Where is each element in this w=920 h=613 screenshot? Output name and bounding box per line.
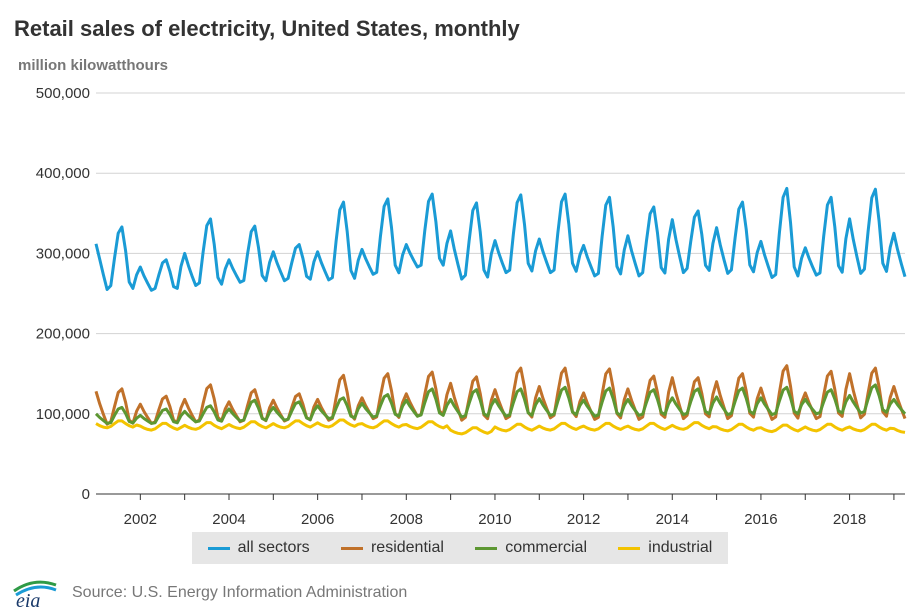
legend-swatch-residential — [340, 546, 363, 550]
legend-label-industrial: industrial — [648, 539, 713, 556]
legend-label-residential: residential — [370, 539, 444, 556]
x-tick-label: 2018 — [833, 511, 866, 528]
legend-swatch-commercial — [475, 546, 498, 550]
y-tick-label: 300,000 — [36, 245, 90, 262]
legend-swatch-industrial — [618, 546, 641, 550]
series-line-residential — [94, 364, 907, 426]
source-note: Source: U.S. Energy Information Administ… — [72, 584, 408, 601]
legend-item-all-sectors[interactable]: all sectors — [207, 539, 310, 557]
chart-footer: eia Source: U.S. Energy Information Admi… — [10, 577, 407, 609]
legend-swatch-all-sectors — [207, 546, 230, 550]
y-tick-label: 100,000 — [36, 406, 90, 423]
x-tick-label: 2006 — [301, 511, 334, 528]
x-tick-label: 2010 — [478, 511, 511, 528]
y-tick-label: 200,000 — [36, 326, 90, 343]
legend-item-commercial[interactable]: commercial — [475, 539, 587, 557]
series-line-industrial — [95, 418, 906, 436]
legend-label-commercial: commercial — [505, 539, 587, 556]
svg-text:eia: eia — [16, 590, 40, 609]
x-tick-label: 2002 — [124, 511, 157, 528]
series-line-commercial — [94, 383, 907, 425]
legend-item-residential[interactable]: residential — [340, 539, 444, 557]
chart-legend: all sectors residential commercial indus… — [192, 532, 728, 564]
y-tick-label: 500,000 — [36, 85, 90, 102]
series-line-all-sectors — [94, 186, 907, 292]
x-tick-label: 2012 — [567, 511, 600, 528]
chart-title: Retail sales of electricity, United Stat… — [14, 16, 520, 41]
y-tick-label: 400,000 — [36, 165, 90, 182]
y-axis-units: million kilowatthours — [18, 57, 169, 74]
eia-logo: eia — [13, 580, 57, 609]
x-tick-label: 2016 — [744, 511, 777, 528]
x-tick-label: 2014 — [656, 511, 689, 528]
legend-item-industrial[interactable]: industrial — [618, 539, 712, 557]
y-tick-label: 0 — [82, 486, 90, 503]
legend-label-all-sectors: all sectors — [237, 539, 310, 556]
x-tick-label: 2008 — [390, 511, 423, 528]
x-tick-label: 2004 — [212, 511, 245, 528]
